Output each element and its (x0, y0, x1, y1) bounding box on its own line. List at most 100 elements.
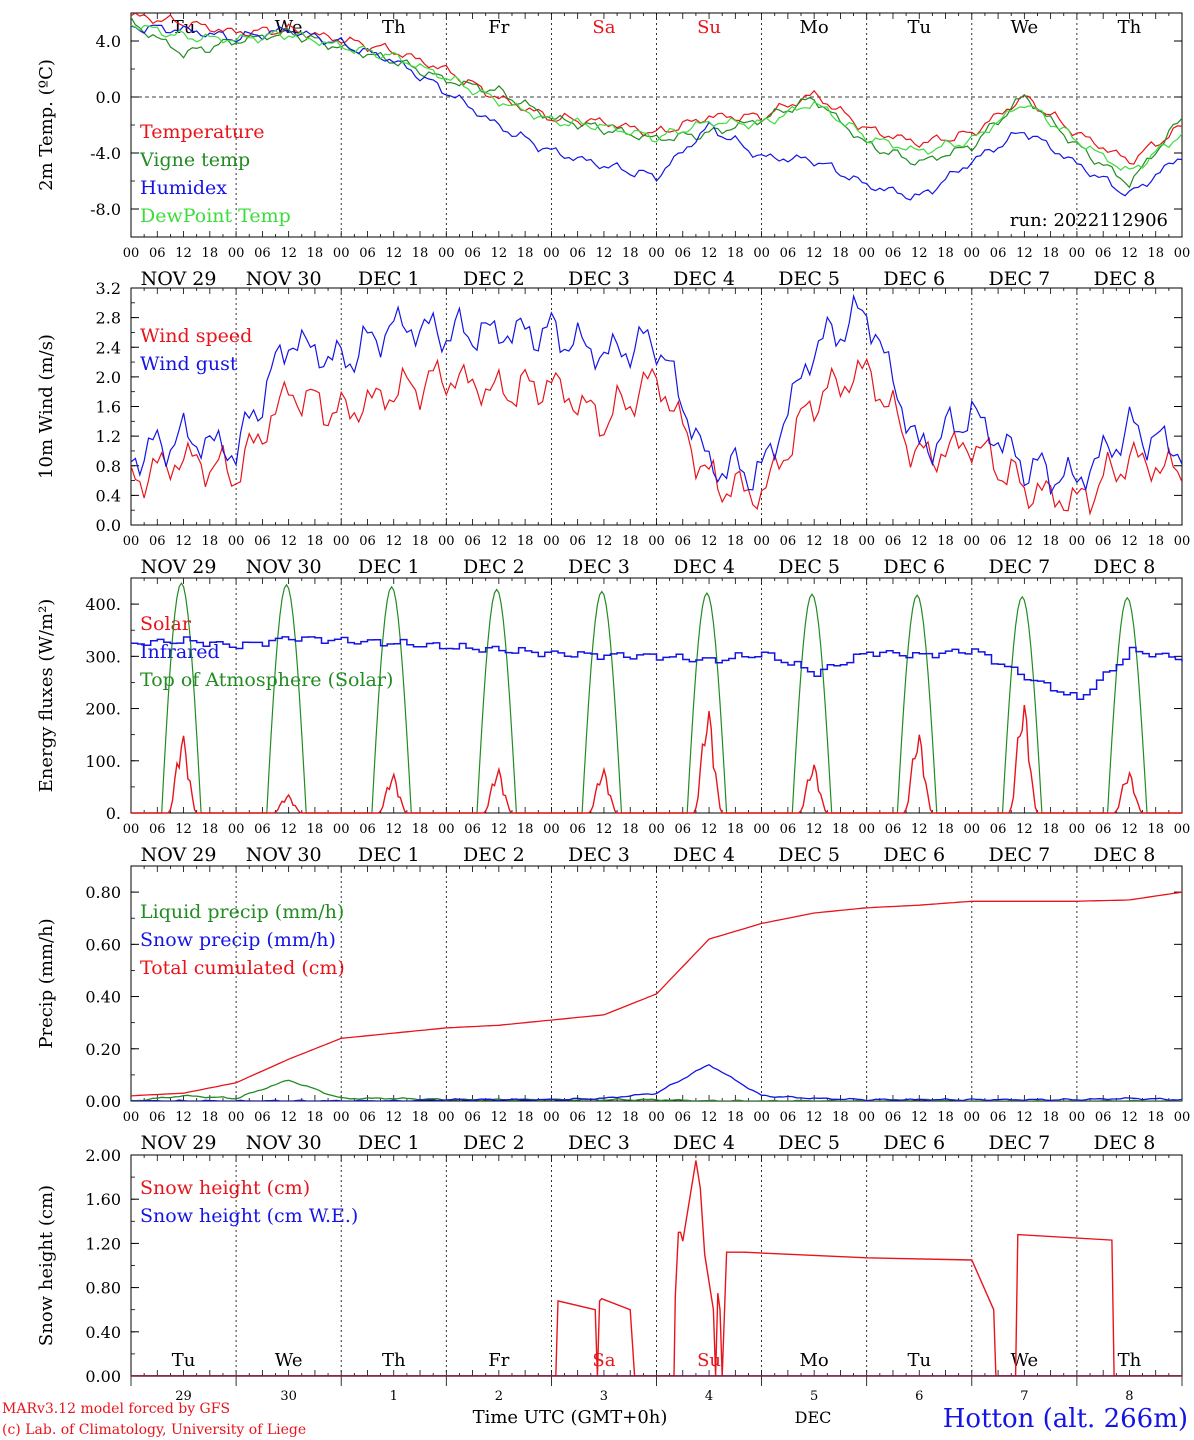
legend-entry: Snow height (cm) (140, 1177, 310, 1199)
hour-tick-label: 18 (937, 246, 954, 261)
hour-tick-label: 06 (990, 534, 1007, 549)
hour-tick-label: 12 (911, 1110, 928, 1125)
hour-tick-label: 18 (202, 534, 219, 549)
hour-tick-label: 06 (780, 1110, 797, 1125)
weekday-label: Sa (592, 17, 615, 38)
hour-tick-label: 06 (780, 822, 797, 837)
weekday-label: Tu (907, 17, 931, 38)
series-line-solar (131, 704, 1182, 814)
hour-tick-label: 12 (1121, 822, 1138, 837)
legend-entry: Infrared (140, 641, 220, 663)
day-month-label: DEC 5 (778, 268, 840, 290)
hour-tick-label: 00 (1069, 1110, 1086, 1125)
legend-entry: Liquid precip (mm/h) (140, 901, 344, 923)
hour-tick-label: 18 (937, 534, 954, 549)
hour-tick-label: 12 (280, 534, 297, 549)
hour-tick-label: 06 (149, 534, 166, 549)
legend-entry: Wind speed (140, 325, 252, 347)
y-tick-label: 0.60 (85, 935, 121, 954)
weekday-label: Su (697, 1350, 721, 1371)
hour-tick-label: 18 (307, 1110, 324, 1125)
legend-entry: DewPoint Temp (140, 205, 291, 227)
hour-tick-label: 12 (385, 534, 402, 549)
hour-tick-label: 00 (123, 1110, 140, 1125)
day-month-label: DEC 5 (778, 844, 840, 866)
weekday-label: Th (382, 17, 406, 38)
hour-tick-label: 06 (254, 822, 271, 837)
y-tick-label: 2.8 (96, 309, 121, 328)
y-axis-title: Energy fluxes (W/m²) (36, 599, 57, 793)
legend-entry: Wind gust (140, 353, 238, 375)
hour-tick-label: 18 (1042, 246, 1059, 261)
weekday-label: Mo (800, 17, 829, 38)
weekday-label: Tu (907, 1350, 931, 1371)
hour-tick-label: 12 (491, 822, 508, 837)
hour-tick-label: 18 (727, 246, 744, 261)
hour-tick-label: 12 (806, 246, 823, 261)
hour-tick-label: 06 (464, 246, 481, 261)
y-axis-title: Snow height (cm) (36, 1185, 57, 1346)
day-month-label: DEC 3 (568, 556, 630, 578)
hour-tick-label: 18 (832, 246, 849, 261)
hour-tick-label: 00 (753, 822, 770, 837)
y-tick-label: 0.0 (96, 88, 121, 107)
y-tick-label: 0.0 (96, 516, 121, 535)
hour-tick-label: 00 (1174, 1110, 1191, 1125)
station-name: Hotton (alt. 266m) (943, 1404, 1188, 1434)
hour-tick-label: 18 (412, 534, 429, 549)
legend-entry: Humidex (140, 177, 227, 199)
hour-tick-label: 00 (228, 822, 245, 837)
series-line (131, 1160, 1182, 1376)
y-tick-label: 0. (106, 804, 121, 823)
series-line (131, 24, 1182, 201)
day-month-label: NOV 29 (141, 268, 217, 290)
day-month-label: NOV 30 (246, 844, 322, 866)
hour-tick-label: 06 (675, 534, 692, 549)
hour-tick-label: 00 (1174, 822, 1191, 837)
hour-tick-label: 06 (569, 822, 586, 837)
day-month-label: DEC 6 (883, 556, 945, 578)
day-month-label: DEC 8 (1094, 844, 1156, 866)
hour-tick-label: 00 (438, 246, 455, 261)
y-axis-title: 10m Wind (m/s) (36, 334, 57, 479)
hour-tick-label: 00 (333, 534, 350, 549)
hour-tick-label: 00 (123, 534, 140, 549)
hour-tick-label: 12 (1121, 246, 1138, 261)
y-tick-label: 3.2 (96, 279, 121, 298)
y-tick-label: 0.4 (96, 486, 121, 505)
hour-tick-label: 18 (727, 534, 744, 549)
hour-tick-label: 00 (543, 246, 560, 261)
hour-tick-label: 12 (806, 1110, 823, 1125)
day-number-label: 30 (280, 1389, 297, 1404)
y-tick-label: 2.00 (85, 1146, 121, 1165)
hour-tick-label: 12 (806, 534, 823, 549)
hour-tick-label: 00 (964, 534, 981, 549)
hour-tick-label: 06 (569, 246, 586, 261)
hour-tick-label: 12 (596, 534, 613, 549)
hour-tick-label: 00 (438, 1110, 455, 1125)
hour-tick-label: 00 (1069, 534, 1086, 549)
hour-tick-label: 06 (885, 1110, 902, 1125)
series-line-infrared (131, 636, 1183, 700)
y-tick-label: 0.00 (85, 1367, 121, 1386)
hour-tick-label: 18 (1042, 822, 1059, 837)
y-tick-label: 400. (85, 595, 121, 614)
hour-tick-label: 06 (254, 1110, 271, 1125)
hour-tick-label: 00 (123, 822, 140, 837)
day-month-label: DEC 6 (883, 1132, 945, 1154)
panel-3: 400. 300. 200. 100. 0. Energy fluxes (W/m²) 00… (36, 577, 1191, 866)
weekday-label: Fr (488, 1350, 509, 1371)
day-month-label: DEC 8 (1094, 556, 1156, 578)
hour-tick-label: 12 (1121, 1110, 1138, 1125)
day-month-label: NOV 29 (141, 844, 217, 866)
day-month-label: DEC 1 (358, 556, 420, 578)
hour-tick-label: 00 (333, 1110, 350, 1125)
hour-tick-label: 18 (727, 822, 744, 837)
hour-tick-label: 18 (412, 822, 429, 837)
day-month-label: DEC 8 (1094, 268, 1156, 290)
hour-tick-label: 12 (701, 822, 718, 837)
hour-tick-label: 12 (175, 534, 192, 549)
day-month-label: DEC 3 (568, 1132, 630, 1154)
hour-tick-label: 00 (858, 822, 875, 837)
day-month-label: DEC 8 (1094, 1132, 1156, 1154)
